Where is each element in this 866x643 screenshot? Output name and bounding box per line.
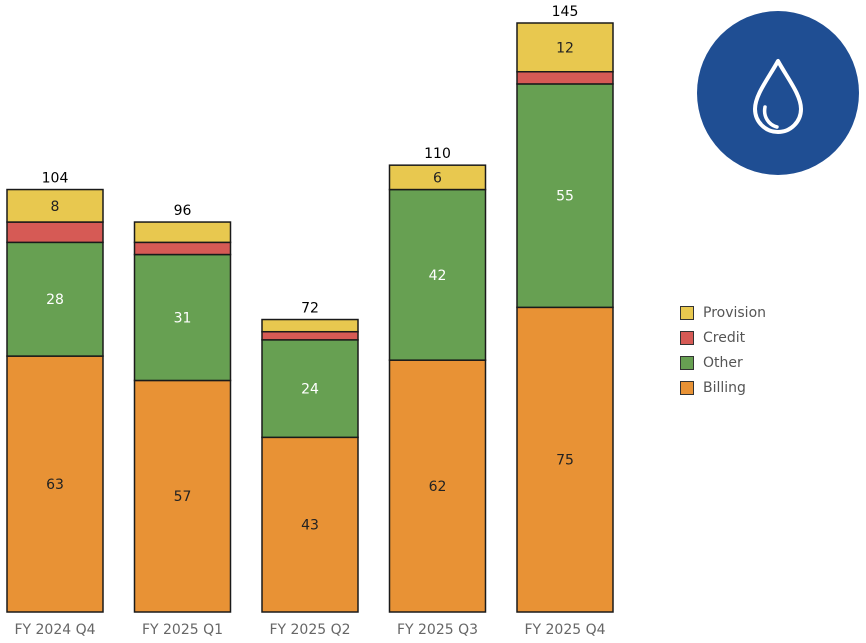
water-drop-icon: [753, 59, 803, 134]
data-label-billing-1: 57: [174, 489, 192, 505]
data-label-other-4: 55: [556, 189, 574, 205]
bar-provision-2[interactable]: [261, 318, 359, 333]
data-label-other-2: 24: [301, 382, 319, 398]
legend-label-billing: Billing: [703, 379, 746, 396]
bar-credit-1[interactable]: [133, 241, 232, 256]
bar-credit-4[interactable]: [516, 70, 614, 85]
legend-swatch-other: [680, 355, 694, 370]
water-drop-logo: [697, 11, 859, 175]
total-label-1: 96: [174, 203, 192, 219]
data-label-other-0: 28: [46, 292, 64, 308]
bar-credit-0[interactable]: [6, 221, 104, 244]
data-label-billing-4: 75: [556, 453, 574, 469]
data-label-provision-0: 8: [51, 199, 60, 215]
bar-other-0[interactable]: [6, 241, 104, 357]
legend-item-credit[interactable]: Credit: [680, 325, 766, 350]
legend-item-billing[interactable]: Billing: [680, 375, 766, 400]
logo-circle: [697, 11, 859, 175]
bar-provision-1[interactable]: [133, 221, 232, 244]
bar-provision-0[interactable]: [6, 188, 104, 223]
legend-label-other: Other: [703, 354, 743, 371]
total-label-0: 104: [42, 171, 69, 187]
data-label-billing-3: 62: [429, 479, 447, 495]
bar-other-1[interactable]: [133, 253, 232, 382]
bar-other-2[interactable]: [261, 339, 359, 439]
data-label-other-1: 31: [174, 311, 192, 327]
data-label-billing-0: 63: [46, 477, 64, 493]
data-label-provision-3: 6: [433, 170, 442, 186]
total-label-4: 145: [552, 4, 579, 20]
x-tick-label-4: FY 2025 Q4: [524, 622, 605, 638]
bar-billing-4[interactable]: [516, 306, 614, 613]
legend-swatch-credit: [680, 330, 694, 345]
water-drop-highlight: [762, 105, 779, 129]
bar-credit-2[interactable]: [261, 330, 359, 341]
legend-swatch-billing: [680, 380, 694, 395]
x-tick-label-0: FY 2024 Q4: [14, 622, 95, 638]
bar-billing-1[interactable]: [133, 379, 232, 613]
total-label-3: 110: [424, 146, 451, 162]
total-label-2: 72: [301, 301, 319, 317]
legend-swatch-provision: [680, 305, 694, 320]
bar-billing-2[interactable]: [261, 436, 359, 613]
bar-other-3[interactable]: [388, 188, 487, 361]
bar-other-4[interactable]: [516, 83, 614, 309]
legend-item-provision[interactable]: Provision: [680, 300, 766, 325]
legend-item-other[interactable]: Other: [680, 350, 766, 375]
legend-label-credit: Credit: [703, 329, 746, 346]
data-label-provision-4: 12: [556, 40, 574, 56]
x-tick-label-3: FY 2025 Q3: [397, 622, 478, 638]
x-tick-label-2: FY 2025 Q2: [269, 622, 350, 638]
data-label-other-3: 42: [429, 268, 447, 284]
legend: Provision Credit Other Billing: [680, 300, 766, 400]
bar-billing-0[interactable]: [6, 355, 104, 613]
bar-provision-3[interactable]: [388, 164, 487, 191]
data-label-billing-2: 43: [301, 518, 319, 534]
bar-provision-4[interactable]: [516, 22, 614, 73]
legend-label-provision: Provision: [703, 304, 767, 321]
x-tick-label-1: FY 2025 Q1: [142, 622, 223, 638]
